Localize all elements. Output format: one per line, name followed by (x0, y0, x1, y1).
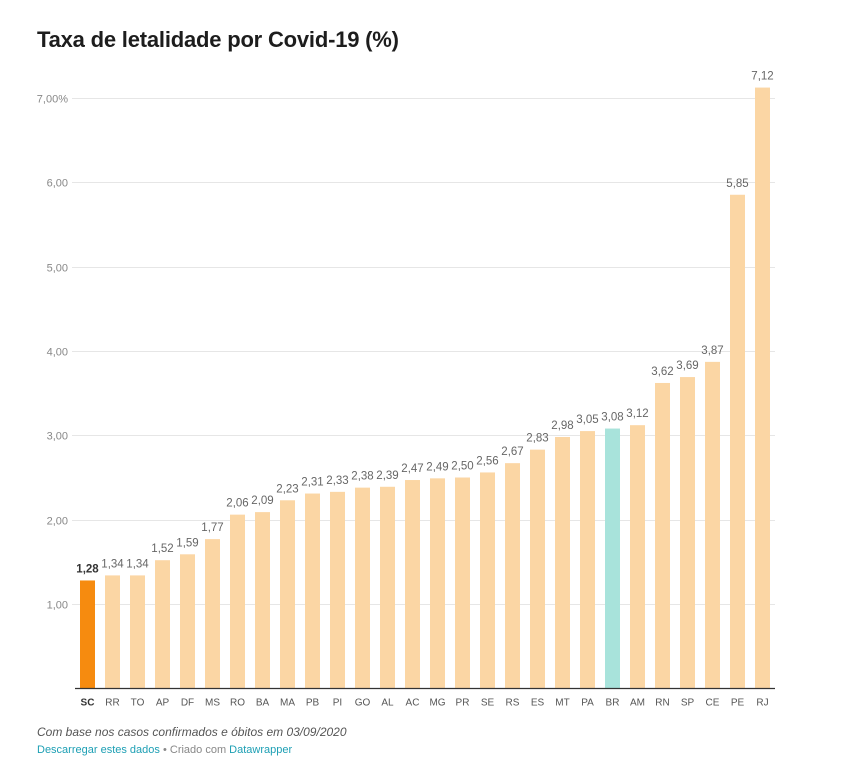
bar-value-label: 2,98 (551, 420, 573, 432)
x-tick-label: GO (355, 698, 371, 709)
bar-value-label: 2,49 (426, 461, 448, 473)
bar (355, 487, 370, 689)
bar-value-label: 2,50 (451, 461, 473, 473)
bar-value-label: 2,39 (376, 470, 398, 482)
bar-value-label: 2,38 (351, 471, 373, 483)
bar (380, 486, 395, 689)
bar (255, 512, 270, 689)
bar (305, 493, 320, 689)
bar-value-label: 2,06 (226, 498, 248, 510)
datawrapper-link[interactable]: Datawrapper (229, 744, 293, 756)
credit-separator: • Criado com (159, 744, 230, 756)
bar (530, 449, 545, 689)
bar (630, 425, 645, 689)
x-tick-label: MT (555, 698, 569, 709)
bar-value-label: 3,05 (576, 414, 598, 426)
x-tick-label: RJ (756, 698, 768, 709)
x-tick-label: SP (681, 698, 695, 709)
bar-value-label: 2,31 (301, 477, 323, 489)
bar-value-label: 2,09 (251, 495, 273, 507)
x-tick-label: SE (481, 698, 495, 709)
x-tick-label: AL (381, 698, 394, 709)
x-tick-label: PR (456, 698, 470, 709)
x-tick-label: RN (655, 698, 669, 709)
bar (330, 491, 345, 689)
bar-value-label: 2,56 (476, 455, 498, 467)
bar (80, 580, 95, 689)
x-tick-label: ES (531, 698, 545, 709)
bar-value-label: 1,28 (76, 563, 99, 575)
bar (555, 436, 570, 689)
chart-title: Taxa de letalidade por Covid-19 (%) (37, 27, 399, 52)
bar (505, 463, 520, 689)
x-tick-label: AM (630, 698, 645, 709)
x-tick-label: MG (429, 698, 445, 709)
x-tick-label: AP (156, 698, 170, 709)
bar (605, 428, 620, 689)
bar-value-label: 3,08 (601, 412, 623, 424)
bar (755, 87, 770, 689)
bar (205, 539, 220, 689)
bar-value-label: 3,12 (626, 408, 648, 420)
x-tick-label: RR (105, 698, 119, 709)
bar (680, 377, 695, 689)
bar-value-label: 2,67 (501, 446, 523, 458)
y-tick-label: 4,00 (47, 347, 68, 359)
bar-value-label: 2,33 (326, 475, 348, 487)
x-tick-label: PE (731, 698, 745, 709)
bar-value-label: 3,69 (676, 360, 698, 372)
bar-value-label: 2,83 (526, 433, 548, 445)
bar-value-label: 1,77 (201, 522, 223, 534)
chart-note: Com base nos casos confirmados e óbitos … (37, 725, 347, 739)
bar-value-label: 1,34 (101, 558, 124, 570)
x-tick-label: BA (256, 698, 270, 709)
x-tick-label: MS (205, 698, 220, 709)
x-tick-label: MA (280, 698, 295, 709)
x-tick-label: CE (706, 698, 720, 709)
bar-chart: 1,00 2,00 3,00 4,00 5,00 6,00 7,00% 1,28 SC 1,34 R… (37, 71, 775, 709)
bar (105, 575, 120, 689)
bar (280, 500, 295, 689)
x-tick-label: BR (606, 698, 620, 709)
bar-value-label: 3,62 (651, 366, 673, 378)
y-tick-label: 7,00% (37, 94, 68, 106)
bar (155, 560, 170, 689)
y-tick-label: 2,00 (47, 516, 68, 528)
x-tick-label: DF (181, 698, 194, 709)
bar-value-label: 2,23 (276, 483, 298, 495)
bar (705, 361, 720, 689)
x-tick-label: PA (581, 698, 594, 709)
bar-value-label: 5,85 (726, 178, 748, 190)
bar (130, 575, 145, 689)
x-tick-label: SC (81, 698, 95, 709)
x-tick-label: AC (406, 698, 420, 709)
bar-value-label: 1,34 (126, 558, 149, 570)
y-tick-label: 5,00 (47, 263, 68, 275)
bar (230, 514, 245, 689)
x-tick-label: PB (306, 698, 320, 709)
x-tick-label: RS (506, 698, 520, 709)
bar (730, 194, 745, 689)
bar (430, 478, 445, 689)
x-tick-label: PI (333, 698, 342, 709)
bar-value-label: 1,59 (176, 537, 198, 549)
download-data-link[interactable]: Descarregar estes dados (37, 744, 160, 756)
bar-value-label: 7,12 (751, 71, 773, 83)
bar (455, 477, 470, 689)
bar (580, 431, 595, 689)
y-tick-label: 1,00 (47, 600, 68, 612)
bar (655, 382, 670, 689)
bar (405, 480, 420, 689)
x-tick-label: RO (230, 698, 245, 709)
bar (180, 554, 195, 689)
y-tick-label: 3,00 (47, 431, 68, 443)
bar-value-label: 2,47 (401, 463, 423, 475)
bar (480, 472, 495, 689)
x-tick-label: TO (131, 698, 145, 709)
bar-value-label: 3,87 (701, 345, 723, 357)
chart-footer: Descarregar estes dados • Criado com Dat… (37, 744, 292, 756)
bar-value-label: 1,52 (151, 543, 173, 555)
y-tick-label: 6,00 (47, 178, 68, 190)
